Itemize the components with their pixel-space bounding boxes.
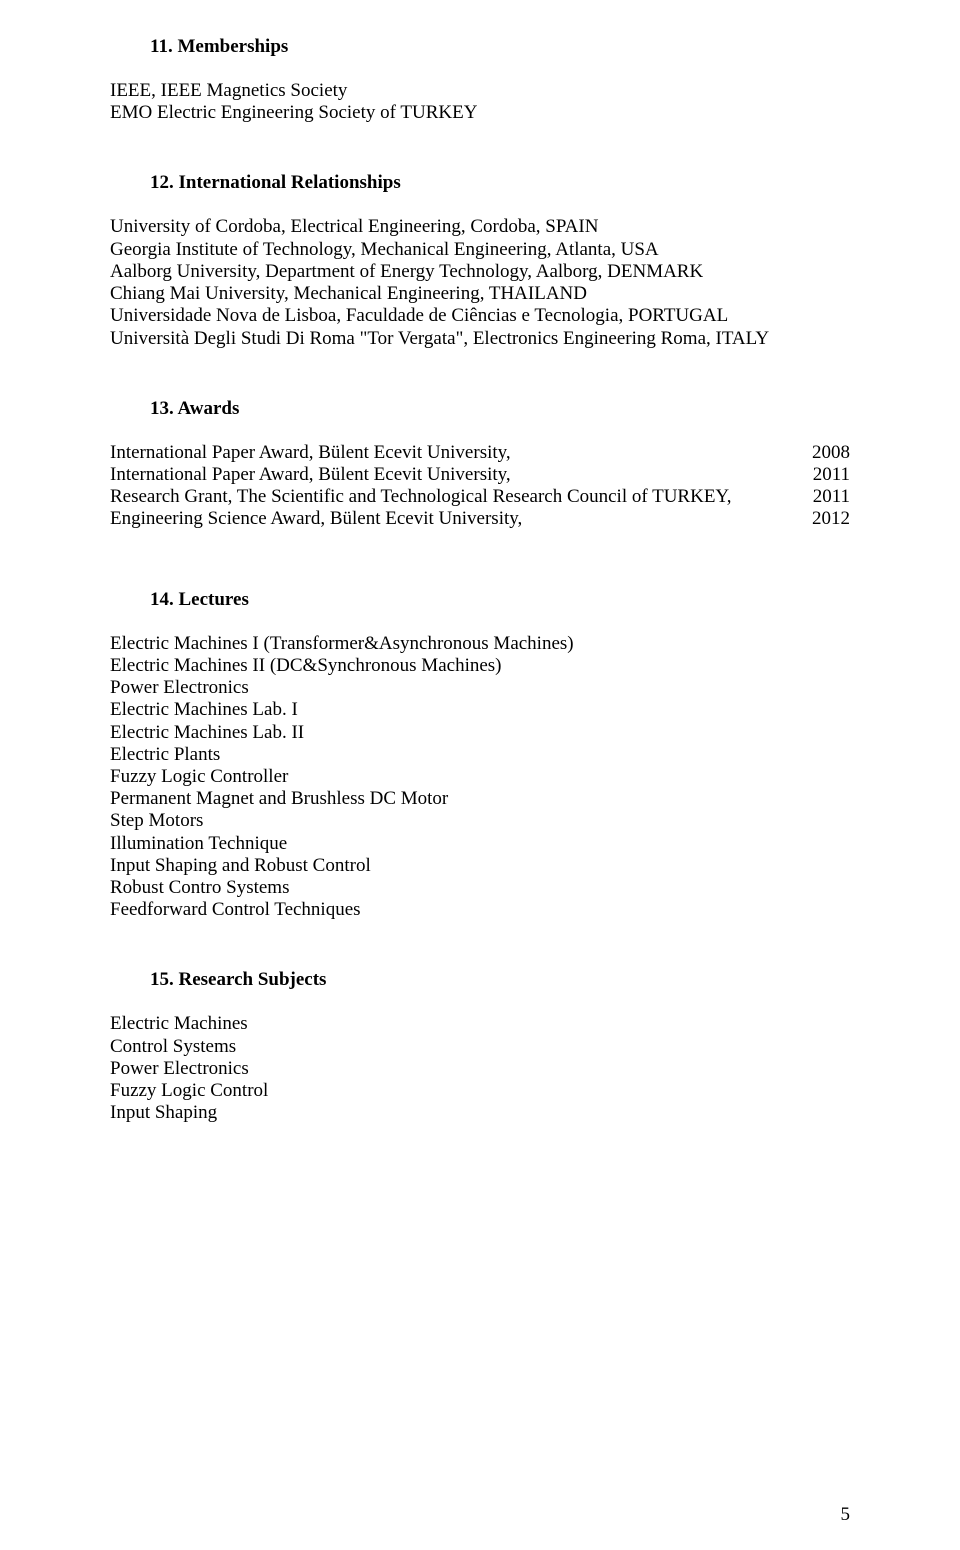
award-year: 2011 bbox=[793, 486, 850, 508]
lectures-body: Electric Machines I (Transformer&Asynchr… bbox=[110, 633, 850, 922]
lecture-line: Step Motors bbox=[110, 810, 850, 832]
lecture-line: Illumination Technique bbox=[110, 833, 850, 855]
section-memberships: 11. Memberships IEEE, IEEE Magnetics Soc… bbox=[110, 36, 850, 124]
award-row: International Paper Award, Bülent Ecevit… bbox=[110, 464, 850, 486]
intl-line: Chiang Mai University, Mechanical Engine… bbox=[110, 283, 850, 305]
section-lectures: 14. Lectures Electric Machines I (Transf… bbox=[110, 589, 850, 922]
document-page: 11. Memberships IEEE, IEEE Magnetics Soc… bbox=[0, 0, 960, 1550]
lecture-line: Electric Machines I (Transformer&Asynchr… bbox=[110, 633, 850, 655]
membership-line: EMO Electric Engineering Society of TURK… bbox=[110, 102, 850, 124]
award-label: Research Grant, The Scientific and Techn… bbox=[110, 486, 793, 508]
intl-line: Aalborg University, Department of Energy… bbox=[110, 261, 850, 283]
lecture-line: Fuzzy Logic Controller bbox=[110, 766, 850, 788]
awards-body: International Paper Award, Bülent Ecevit… bbox=[110, 442, 850, 531]
heading-lectures: 14. Lectures bbox=[150, 589, 850, 611]
award-row: Research Grant, The Scientific and Techn… bbox=[110, 486, 850, 508]
section-awards: 13. Awards International Paper Award, Bü… bbox=[110, 398, 850, 531]
award-row: International Paper Award, Bülent Ecevit… bbox=[110, 442, 850, 464]
intl-line: Universidade Nova de Lisboa, Faculdade d… bbox=[110, 305, 850, 327]
section-international-relationships: 12. International Relationships Universi… bbox=[110, 172, 850, 349]
lecture-line: Robust Contro Systems bbox=[110, 877, 850, 899]
intl-line: University of Cordoba, Electrical Engine… bbox=[110, 216, 850, 238]
research-line: Power Electronics bbox=[110, 1058, 850, 1080]
lecture-line: Input Shaping and Robust Control bbox=[110, 855, 850, 877]
research-body: Electric Machines Control Systems Power … bbox=[110, 1013, 850, 1124]
heading-memberships: 11. Memberships bbox=[150, 36, 850, 58]
award-row: Engineering Science Award, Bülent Ecevit… bbox=[110, 508, 850, 530]
award-label: International Paper Award, Bülent Ecevit… bbox=[110, 442, 792, 464]
page-number: 5 bbox=[841, 1504, 851, 1526]
memberships-body: IEEE, IEEE Magnetics Society EMO Electri… bbox=[110, 80, 850, 124]
award-label: International Paper Award, Bülent Ecevit… bbox=[110, 464, 793, 486]
research-line: Fuzzy Logic Control bbox=[110, 1080, 850, 1102]
lecture-line: Electric Machines II (DC&Synchronous Mac… bbox=[110, 655, 850, 677]
research-line: Control Systems bbox=[110, 1036, 850, 1058]
research-line: Electric Machines bbox=[110, 1013, 850, 1035]
heading-international-relationships: 12. International Relationships bbox=[150, 172, 850, 194]
award-label: Engineering Science Award, Bülent Ecevit… bbox=[110, 508, 792, 530]
section-research-subjects: 15. Research Subjects Electric Machines … bbox=[110, 969, 850, 1124]
award-year: 2008 bbox=[792, 442, 850, 464]
intl-body: University of Cordoba, Electrical Engine… bbox=[110, 216, 850, 349]
lecture-line: Permanent Magnet and Brushless DC Motor bbox=[110, 788, 850, 810]
membership-line: IEEE, IEEE Magnetics Society bbox=[110, 80, 850, 102]
intl-line: Georgia Institute of Technology, Mechani… bbox=[110, 239, 850, 261]
heading-awards: 13. Awards bbox=[150, 398, 850, 420]
lecture-line: Electric Plants bbox=[110, 744, 850, 766]
lecture-line: Feedforward Control Techniques bbox=[110, 899, 850, 921]
research-line: Input Shaping bbox=[110, 1102, 850, 1124]
intl-line: Università Degli Studi Di Roma "Tor Verg… bbox=[110, 328, 850, 350]
award-year: 2012 bbox=[792, 508, 850, 530]
lecture-line: Power Electronics bbox=[110, 677, 850, 699]
lecture-line: Electric Machines Lab. II bbox=[110, 722, 850, 744]
lecture-line: Electric Machines Lab. I bbox=[110, 699, 850, 721]
heading-research-subjects: 15. Research Subjects bbox=[150, 969, 850, 991]
award-year: 2011 bbox=[793, 464, 850, 486]
